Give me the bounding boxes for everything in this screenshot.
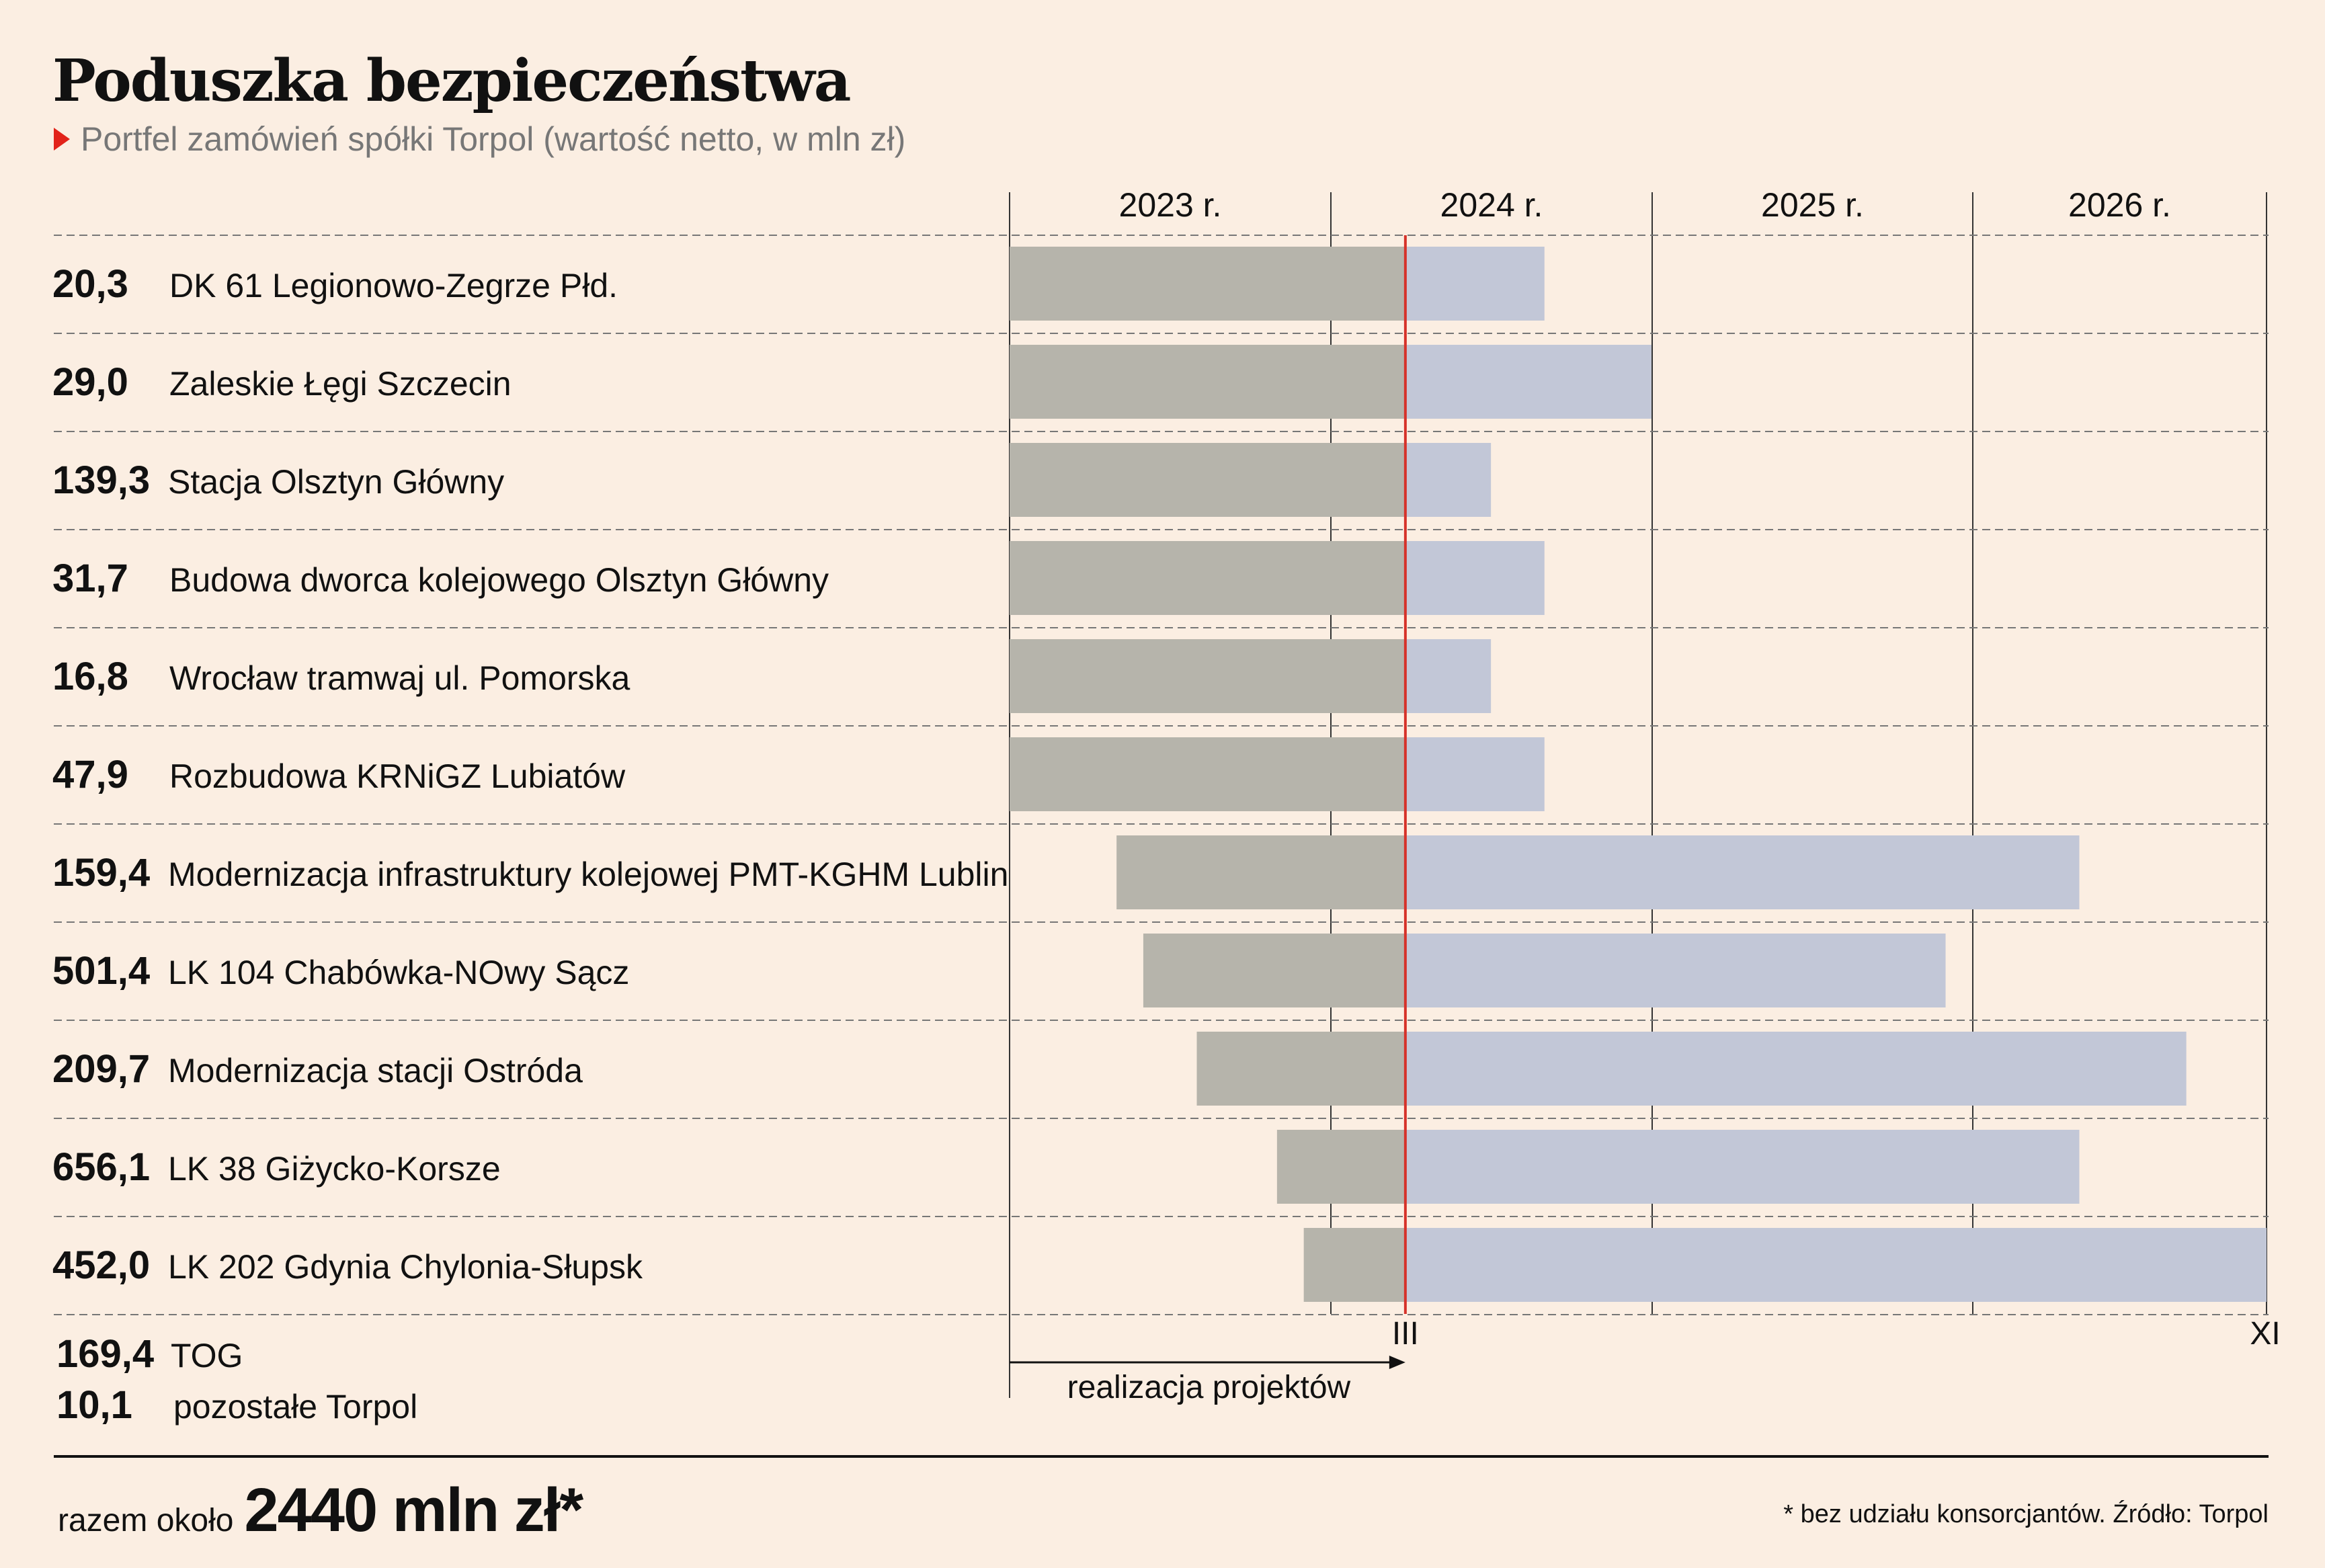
bar-remaining	[1405, 247, 1545, 321]
project-name: Rozbudowa KRNiGZ Lubiatów	[169, 757, 626, 795]
project-value: 16,8	[52, 655, 128, 698]
labels-layer: 20,3 DK 61 Legionowo-Zegrze Płd. 29,0 Zales…	[52, 262, 1008, 1427]
bar-completed	[1010, 639, 1405, 713]
extra-name: pozostałe Torpol	[173, 1388, 417, 1426]
extra-name: TOG	[171, 1337, 243, 1374]
project-value: 209,7	[52, 1047, 150, 1091]
end-month-label: XI	[2250, 1316, 2280, 1352]
current-month-label: III	[1392, 1316, 1419, 1352]
bar-completed	[1276, 1130, 1405, 1204]
bar-completed	[1010, 247, 1405, 321]
bar-completed	[1010, 541, 1405, 615]
bar-remaining	[1405, 1130, 2080, 1204]
bars-layer	[1010, 247, 2267, 1302]
bar-remaining	[1405, 443, 1492, 517]
arrow-head-icon	[1389, 1356, 1405, 1369]
bar-remaining	[1405, 1032, 2187, 1106]
bar-completed	[1010, 443, 1405, 517]
chart-title: Poduszka bezpieczeństwa	[52, 47, 851, 115]
project-value: 29,0	[52, 360, 128, 404]
bar-remaining	[1405, 345, 1651, 419]
subtitle-text: Portfel zamówień spółki Torpol (wartość …	[81, 120, 906, 158]
bar-completed	[1010, 345, 1405, 419]
project-name: LK 104 Chabówka-NOwy Sącz	[168, 954, 629, 991]
gantt-chart: 20,3 DK 61 Legionowo-Zegrze Płd. 29,0 Zales…	[52, 186, 2281, 1427]
axis-layer: 2023 r. 2024 r. 2025 r. 2026 r. III XI realiza…	[1010, 186, 2281, 1405]
bar-completed	[1010, 737, 1405, 811]
project-value: 20,3	[52, 262, 128, 306]
project-value: 31,7	[52, 556, 128, 600]
bar-remaining	[1405, 835, 2080, 909]
bar-remaining	[1405, 934, 1946, 1007]
chart-subtitle: Portfel zamówień spółki Torpol (wartość …	[54, 120, 905, 159]
project-name: Stacja Olsztyn Główny	[168, 463, 504, 501]
bottom-divider	[54, 1455, 2269, 1458]
bar-remaining	[1405, 639, 1492, 713]
year-label: 2023 r.	[1119, 186, 1222, 224]
project-name: Budowa dworca kolejowego Olsztyn Główny	[169, 561, 829, 599]
bar-remaining	[1405, 541, 1545, 615]
total-value: 2440 mln zł*	[244, 1476, 583, 1544]
project-value: 47,9	[52, 753, 128, 796]
year-label: 2024 r.	[1440, 186, 1543, 224]
year-label: 2025 r.	[1761, 186, 1864, 224]
bar-completed	[1303, 1228, 1405, 1302]
project-value: 656,1	[52, 1145, 150, 1189]
project-name: LK 202 Gdynia Chylonia-Słupsk	[168, 1248, 643, 1286]
bar-remaining	[1405, 737, 1545, 811]
project-name: Zaleskie Łęgi Szczecin	[169, 365, 512, 403]
triangle-bullet-icon	[54, 128, 70, 151]
project-value: 139,3	[52, 458, 150, 502]
bar-remaining	[1405, 1228, 2267, 1302]
project-name: LK 38 Giżycko-Korsze	[168, 1150, 501, 1188]
total-summary: razem około 2440 mln zł*	[58, 1475, 583, 1546]
footnote: * bez udziału konsorcjantów. Źródło: Tor…	[1783, 1500, 2269, 1528]
project-value: 501,4	[52, 949, 150, 993]
project-value: 452,0	[52, 1243, 150, 1287]
project-name: DK 61 Legionowo-Zegrze Płd.	[169, 267, 618, 304]
project-name: Modernizacja stacji Ostróda	[168, 1052, 583, 1089]
bar-completed	[1116, 835, 1405, 909]
bar-completed	[1143, 934, 1405, 1007]
total-prefix: razem około	[58, 1503, 234, 1538]
project-name: Modernizacja infrastruktury kolejowej PM…	[168, 856, 1008, 893]
extra-value: 10,1	[56, 1383, 132, 1427]
bar-completed	[1196, 1032, 1405, 1106]
project-name: Wrocław tramwaj ul. Pomorska	[169, 659, 630, 697]
project-value: 159,4	[52, 851, 150, 895]
extra-value: 169,4	[56, 1332, 154, 1376]
arrow-label: realizacja projektów	[1067, 1370, 1351, 1405]
year-label: 2026 r.	[2068, 186, 2171, 224]
